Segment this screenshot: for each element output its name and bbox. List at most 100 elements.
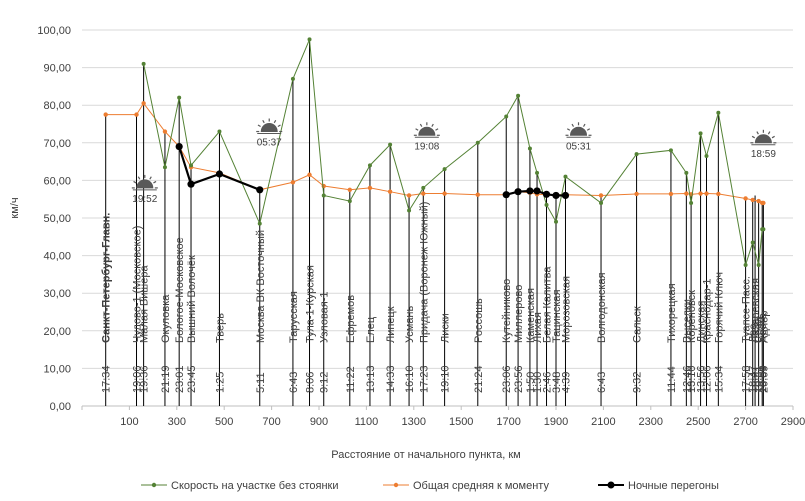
station-time: 17:58 bbox=[741, 365, 753, 393]
y-tick-label: 20,00 bbox=[43, 326, 71, 338]
average-point bbox=[756, 198, 761, 204]
sun-ray bbox=[137, 176, 141, 180]
station-label: 21:19 Окуловка bbox=[160, 294, 172, 393]
sun-ray bbox=[586, 128, 591, 131]
station-time: 23:01 bbox=[174, 365, 186, 393]
night-point bbox=[533, 187, 541, 195]
average-point bbox=[141, 101, 146, 106]
station-name: Санкт-Петербург-Главн. bbox=[101, 213, 113, 343]
station-name: Хоста bbox=[757, 312, 769, 343]
station-name: Тихорецкая bbox=[666, 283, 678, 343]
station-time: 19:06 bbox=[132, 365, 144, 393]
speed-line bbox=[143, 39, 764, 266]
y-tick-label: 70,00 bbox=[43, 138, 71, 150]
y-tick-label: 80,00 bbox=[43, 100, 71, 112]
station-time: 14:33 bbox=[385, 365, 397, 393]
average-point bbox=[743, 196, 748, 201]
speed-point bbox=[347, 199, 352, 204]
station-lines bbox=[105, 39, 764, 406]
station-time: 18:21 bbox=[750, 365, 762, 393]
station-time: 23:45 bbox=[186, 365, 198, 393]
x-tick-label: 1100 bbox=[355, 416, 379, 428]
sun-ray bbox=[571, 123, 575, 127]
sun-ray bbox=[273, 119, 277, 124]
annotation-time: 05:37 bbox=[257, 138, 282, 149]
speed-point bbox=[189, 163, 194, 168]
station-name: Россошь bbox=[473, 298, 485, 343]
station-time: 2:46 bbox=[542, 372, 554, 393]
station-name: Придача (Воронеж Южный) bbox=[418, 202, 430, 343]
legend-label: Общая средняя к моменту bbox=[413, 480, 549, 492]
average-point bbox=[704, 191, 709, 196]
y-tick-label: 40,00 bbox=[43, 251, 71, 263]
station-label: 13:10 Кореновск bbox=[686, 290, 698, 393]
sun-disc bbox=[418, 126, 436, 136]
station-name: Сальск bbox=[632, 306, 644, 343]
x-tick-label: 1300 bbox=[402, 416, 426, 428]
speed-point bbox=[504, 114, 509, 119]
average-point bbox=[367, 185, 373, 191]
sun-ray bbox=[756, 131, 759, 135]
speed-point bbox=[668, 148, 673, 153]
average-point bbox=[387, 189, 393, 194]
grid bbox=[82, 29, 793, 407]
x-tick-label: 500 bbox=[215, 416, 233, 428]
station-label: 17:23 Придача (Воронеж Южный) bbox=[418, 202, 430, 393]
station-time: 1:30 bbox=[532, 372, 544, 393]
x-tick-label: 700 bbox=[262, 416, 280, 428]
station-name: Каменская bbox=[525, 288, 537, 343]
station-name: Чудово-1 (Московское) bbox=[132, 226, 144, 343]
station-label: 15:34 Горячий Ключ bbox=[713, 272, 725, 393]
average-point bbox=[716, 191, 721, 197]
average-point bbox=[162, 129, 168, 134]
speed-point bbox=[535, 170, 540, 175]
station-label: 16:10 Усмань bbox=[404, 305, 416, 393]
station-name: Елец bbox=[365, 316, 377, 343]
night-point bbox=[215, 170, 224, 178]
station-label: 6:43 Волгодонская bbox=[596, 272, 608, 393]
station-label: 13:56 Динская bbox=[696, 301, 708, 393]
station-label: 17:58 Туапсе-Пасс. bbox=[741, 276, 753, 393]
station-label: 1:50 Каменская bbox=[525, 288, 537, 393]
speed-point bbox=[290, 76, 295, 81]
sun-ray bbox=[262, 119, 265, 124]
station-name: Туапсе-Пасс. bbox=[741, 276, 753, 343]
average-point bbox=[321, 183, 326, 189]
y-axis-label: км/ч bbox=[9, 197, 21, 218]
sun-ray bbox=[431, 123, 434, 127]
station-time: 3:48 bbox=[551, 372, 563, 393]
station-time: 23:06 bbox=[501, 365, 513, 393]
average-point bbox=[475, 192, 480, 197]
speed-point bbox=[257, 221, 262, 226]
station-label: 9:32 Сальск bbox=[632, 306, 644, 393]
speed-point bbox=[750, 240, 755, 245]
speed-point bbox=[367, 163, 372, 168]
station-time: 16:10 bbox=[404, 365, 416, 393]
speed-point bbox=[689, 200, 694, 205]
legend-marker bbox=[151, 482, 157, 488]
speed-point bbox=[177, 95, 182, 100]
average-point bbox=[684, 191, 689, 196]
station-label: 23:06 Кутейниково bbox=[501, 279, 513, 393]
station-name: Окуловка bbox=[160, 294, 172, 343]
station-label: 9:12 Узловая-1 bbox=[319, 291, 331, 393]
night-point bbox=[175, 142, 183, 151]
station-label: 21:24 Россошь bbox=[473, 298, 485, 393]
sun-ray bbox=[751, 135, 756, 139]
y-tick-label: 10,00 bbox=[43, 363, 71, 375]
station-name: Белая Калитва bbox=[542, 266, 554, 343]
station-name: Малая Вишера bbox=[139, 265, 151, 343]
station-time: 5:11 bbox=[255, 372, 267, 393]
station-time: 13:56 bbox=[696, 365, 708, 393]
series-layer bbox=[103, 37, 766, 267]
station-label: 11:22 Ефремов bbox=[345, 295, 357, 393]
legend-item: Общая средняя к моменту bbox=[383, 480, 549, 492]
station-name: Лоо bbox=[748, 324, 760, 343]
station-name: Лихая bbox=[532, 312, 544, 343]
sun-disc bbox=[136, 179, 154, 189]
station-label: 20:09 Адлер bbox=[758, 311, 770, 393]
station-name: Тверь bbox=[214, 313, 226, 343]
station-time: 12:46 bbox=[681, 365, 693, 393]
station-label: 8:06 Тула-1-Курская bbox=[305, 265, 317, 393]
